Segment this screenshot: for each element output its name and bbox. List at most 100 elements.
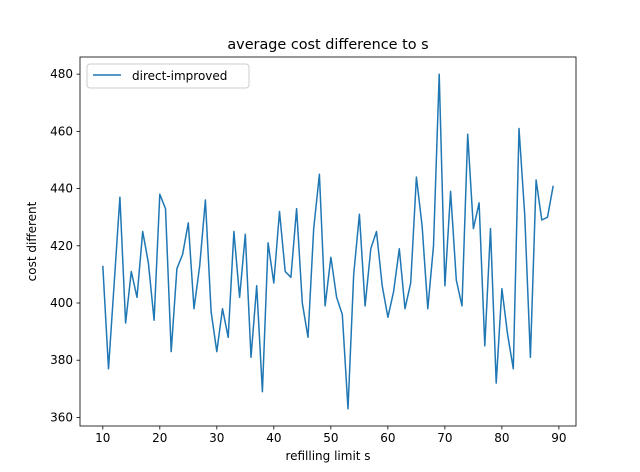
data-point [347, 408, 348, 409]
data-point [148, 262, 149, 263]
x-tick-label: 30 [209, 431, 224, 445]
data-point [154, 320, 155, 321]
data-point [319, 174, 320, 175]
data-point [182, 254, 183, 255]
series-layer [102, 73, 554, 410]
data-point [325, 305, 326, 306]
data-point [273, 282, 274, 283]
x-tick-label: 20 [152, 431, 167, 445]
data-point [296, 208, 297, 209]
y-tick-label: 420 [50, 239, 73, 253]
data-point [479, 202, 480, 203]
x-tick-label: 50 [323, 431, 338, 445]
data-point [376, 231, 377, 232]
x-tick-label: 40 [266, 431, 281, 445]
data-point [382, 285, 383, 286]
data-point [490, 228, 491, 229]
data-point [467, 134, 468, 135]
data-point [536, 180, 537, 181]
data-point [410, 282, 411, 283]
plot-area-frame [79, 56, 577, 427]
data-point [359, 214, 360, 215]
data-point [439, 74, 440, 75]
y-tick-label: 380 [50, 353, 73, 367]
data-point [251, 357, 252, 358]
data-point [330, 257, 331, 258]
data-point [137, 297, 138, 298]
data-point [530, 357, 531, 358]
data-point [171, 351, 172, 352]
data-point [473, 228, 474, 229]
x-tick-label: 60 [380, 431, 395, 445]
data-point [308, 337, 309, 338]
data-point [302, 303, 303, 304]
y-axis-label: cost different [25, 201, 39, 281]
x-tick-label: 10 [95, 431, 110, 445]
data-point [114, 282, 115, 283]
chart-title: average cost difference to s [227, 37, 428, 53]
data-point [211, 311, 212, 312]
legend-label: direct-improved [132, 69, 227, 83]
y-tick-label: 460 [50, 124, 73, 138]
x-tick-label: 80 [494, 431, 509, 445]
y-tick-label: 400 [50, 296, 73, 310]
data-point [507, 334, 508, 335]
data-point [547, 217, 548, 218]
data-point [228, 337, 229, 338]
data-point [245, 234, 246, 235]
x-tick-label: 70 [437, 431, 452, 445]
data-point [427, 308, 428, 309]
data-point [416, 177, 417, 178]
data-point [239, 297, 240, 298]
legend-box [86, 63, 250, 89]
data-point [165, 208, 166, 209]
data-point [422, 225, 423, 226]
data-point [461, 305, 462, 306]
data-point [233, 231, 234, 232]
y-tick-label: 440 [50, 182, 73, 196]
y-axis: 360 380 400 420 440 460 480 [50, 67, 80, 424]
data-point [450, 191, 451, 192]
data-point [496, 383, 497, 384]
x-axis-label: refilling limit s [285, 449, 370, 463]
data-point [365, 305, 366, 306]
data-point [393, 291, 394, 292]
data-point [159, 194, 160, 195]
legend: direct-improved [86, 63, 250, 89]
data-point [131, 271, 132, 272]
data-point [142, 231, 143, 232]
data-point [456, 280, 457, 281]
data-point [102, 265, 103, 266]
data-point [399, 248, 400, 249]
x-tick-label: 90 [551, 431, 566, 445]
data-point [541, 220, 542, 221]
data-point [524, 214, 525, 215]
data-point [125, 323, 126, 324]
y-tick-label: 480 [50, 67, 73, 81]
data-point [256, 285, 257, 286]
data-point [484, 345, 485, 346]
data-point [290, 277, 291, 278]
data-point [370, 248, 371, 249]
data-point [501, 288, 502, 289]
data-point [433, 245, 434, 246]
data-point [176, 268, 177, 269]
data-point [279, 211, 280, 212]
data-point [262, 391, 263, 392]
data-point [313, 228, 314, 229]
data-point [108, 368, 109, 369]
data-point [518, 128, 519, 129]
y-tick-label: 360 [50, 410, 73, 424]
data-point [444, 285, 445, 286]
data-point [513, 368, 514, 369]
data-point [222, 308, 223, 309]
data-point [216, 351, 217, 352]
data-point [336, 297, 337, 298]
data-point [387, 317, 388, 318]
data-point [353, 274, 354, 275]
data-point [194, 308, 195, 309]
data-point [285, 271, 286, 272]
x-axis: 10 20 30 40 50 60 70 80 90 [95, 426, 567, 445]
data-point [404, 308, 405, 309]
